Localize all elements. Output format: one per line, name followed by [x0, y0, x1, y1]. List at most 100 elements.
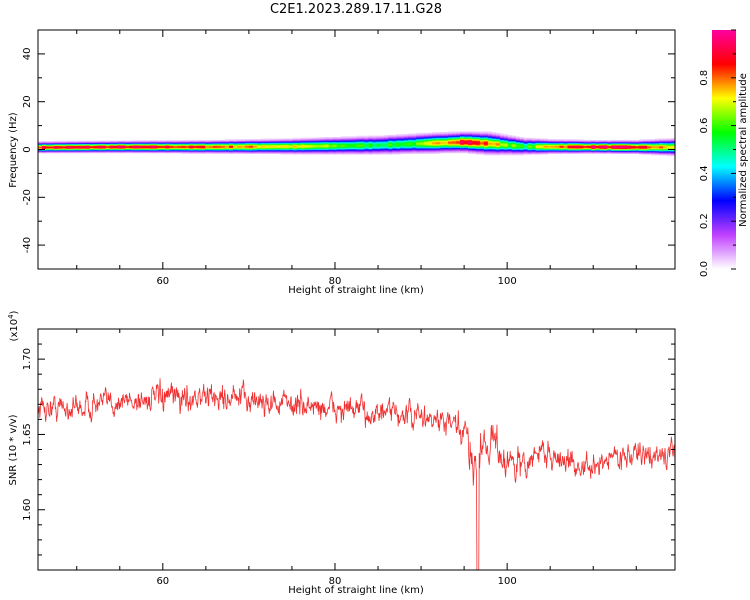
- heatmap-cell: [551, 139, 556, 141]
- heatmap-cell: [456, 132, 461, 134]
- heatmap-cell: [440, 150, 445, 152]
- heatmap-cell: [332, 150, 337, 152]
- heatmap-cell: [280, 145, 286, 147]
- heatmap-cell: [595, 141, 600, 143]
- heatmap-cell: [380, 139, 385, 141]
- heatmap-cell: [627, 142, 632, 144]
- heatmap-cell: [304, 148, 310, 150]
- heatmap-cell: [432, 147, 437, 149]
- heatmap-cell: [663, 148, 668, 150]
- heatmap-cell: [456, 150, 461, 152]
- heatmap-cell: [133, 142, 138, 144]
- heatmap-cell: [117, 149, 123, 152]
- heatmap-cell: [428, 152, 433, 154]
- heatmap-cell: [49, 143, 55, 145]
- heatmap-cell: [296, 152, 302, 154]
- heatmap-cell: [408, 142, 413, 144]
- heatmap-cell: [523, 140, 529, 142]
- heatmap-cell: [380, 145, 385, 147]
- heatmap-cell: [181, 145, 186, 147]
- heatmap-cell: [543, 146, 548, 148]
- heatmap-cell: [376, 138, 381, 140]
- heatmap-cell: [507, 134, 513, 137]
- heatmap-cell: [579, 144, 584, 146]
- heatmap-cell: [45, 147, 51, 149]
- heatmap-cell: [444, 152, 449, 154]
- heatmap-cell: [583, 148, 588, 150]
- heatmap-cell: [129, 149, 134, 151]
- heatmap-cell: [205, 152, 210, 154]
- heatmap-cell: [671, 143, 675, 145]
- heatmap-cell: [157, 139, 162, 142]
- heatmap-cell: [456, 144, 461, 147]
- heatmap-cell: [519, 139, 525, 141]
- heatmap-cell: [595, 143, 600, 145]
- heatmap-cell: [467, 133, 473, 135]
- heatmap-cell: [292, 142, 298, 144]
- heatmap-cell: [336, 150, 341, 152]
- heatmap-cell: [268, 147, 274, 149]
- heatmap-cell: [181, 151, 186, 153]
- heatmap-cell: [300, 140, 306, 142]
- heatmap-cell: [296, 147, 302, 149]
- heatmap-cell: [45, 143, 51, 145]
- heatmap-cell: [332, 142, 337, 144]
- heatmap-cell: [420, 149, 425, 152]
- heatmap-cell: [531, 142, 537, 144]
- heatmap-cell: [217, 150, 222, 152]
- heatmap-cell: [109, 148, 115, 150]
- heatmap-cell: [312, 140, 318, 142]
- heatmap-cell: [161, 148, 166, 150]
- heatmap-cell: [364, 137, 369, 139]
- heatmap-cell: [336, 144, 341, 147]
- heatmap-cell: [352, 148, 357, 150]
- heatmap-cell: [591, 147, 596, 149]
- heatmap-cell: [547, 145, 552, 147]
- heatmap-cell: [483, 142, 489, 144]
- heatmap-cell: [475, 138, 481, 140]
- heatmap-cell: [448, 150, 453, 152]
- heatmap-cell: [217, 146, 222, 148]
- heatmap-cell: [519, 149, 525, 152]
- heatmap-cell: [535, 142, 541, 144]
- heatmap-cell: [245, 146, 250, 148]
- heatmap-cell: [571, 140, 576, 142]
- heatmap-cell: [440, 132, 445, 134]
- heatmap-cell: [551, 147, 556, 149]
- heatmap-cell: [559, 145, 564, 147]
- heatmap-cell: [348, 136, 353, 138]
- heatmap-cell: [209, 139, 214, 142]
- heatmap-cell: [583, 143, 588, 145]
- heatmap-cell: [241, 149, 246, 152]
- heatmap-cell: [515, 152, 521, 154]
- heatmap-cell: [205, 142, 210, 144]
- heatmap-cell: [388, 136, 393, 138]
- heatmap-cell: [356, 139, 361, 142]
- heatmap-cell: [121, 149, 126, 152]
- heatmap-cell: [93, 152, 99, 154]
- heatmap-cell: [336, 149, 341, 152]
- heatmap-cell: [579, 142, 584, 144]
- heatmap-cell: [412, 144, 417, 147]
- heatmap-cell: [487, 141, 493, 143]
- heatmap-cell: [288, 151, 294, 153]
- heatmap-cell: [129, 143, 134, 145]
- heatmap-cell: [368, 140, 373, 142]
- heatmap-cell: [535, 142, 541, 144]
- heatmap-cell: [463, 140, 469, 142]
- heatmap-cell: [245, 142, 250, 144]
- heatmap-cell: [651, 153, 656, 155]
- heatmap-cell: [41, 147, 47, 149]
- heatmap-cell: [113, 150, 119, 152]
- heatmap-cell: [141, 152, 146, 154]
- heatmap-cell: [467, 134, 473, 137]
- heatmap-cell: [133, 150, 138, 152]
- heatmap-cell: [436, 147, 441, 149]
- heatmap-cell: [300, 139, 306, 142]
- heatmap-cell: [173, 147, 178, 149]
- heatmap-cell: [479, 134, 485, 137]
- heatmap-cell: [639, 147, 644, 149]
- heatmap-cell: [328, 148, 334, 150]
- heatmap-cell: [268, 143, 274, 145]
- heatmap-cell: [619, 142, 624, 144]
